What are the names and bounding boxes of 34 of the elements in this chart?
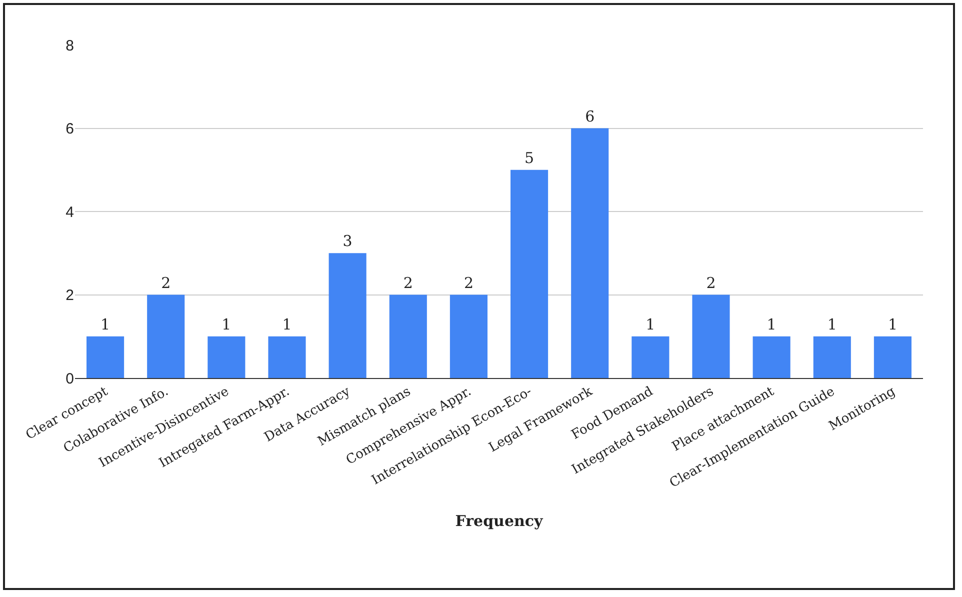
bar [450, 294, 488, 378]
bar [874, 336, 912, 378]
bar [328, 253, 366, 378]
y-tick-label: 2 [66, 287, 74, 304]
data-label: 1 [100, 315, 110, 334]
bar [571, 128, 609, 378]
y-tick-label: 4 [66, 204, 74, 221]
bar [510, 170, 548, 378]
bar [813, 336, 851, 378]
data-label: 1 [888, 315, 898, 334]
data-label: 1 [282, 315, 292, 334]
bar [692, 294, 730, 378]
data-label: 3 [342, 232, 352, 250]
bar [389, 294, 427, 378]
y-tick-label: 8 [66, 37, 74, 54]
bar [86, 336, 124, 378]
data-label: 5 [524, 148, 534, 167]
x-axis-title: Frequency [455, 512, 544, 530]
data-label: 1 [646, 315, 656, 334]
data-label: 2 [464, 274, 474, 292]
data-label: 1 [222, 315, 232, 334]
data-label: 1 [766, 315, 776, 334]
data-label: 1 [827, 315, 837, 334]
bar [147, 294, 185, 378]
bar [208, 336, 246, 378]
data-label: 2 [403, 274, 413, 292]
bar [632, 336, 670, 378]
data-label: 6 [585, 107, 595, 126]
y-tick-label: 0 [66, 370, 74, 388]
bar [268, 336, 306, 378]
y-tick-label: 6 [66, 120, 74, 138]
data-label: 2 [161, 274, 171, 292]
data-label: 2 [706, 274, 716, 292]
bar [752, 336, 790, 378]
